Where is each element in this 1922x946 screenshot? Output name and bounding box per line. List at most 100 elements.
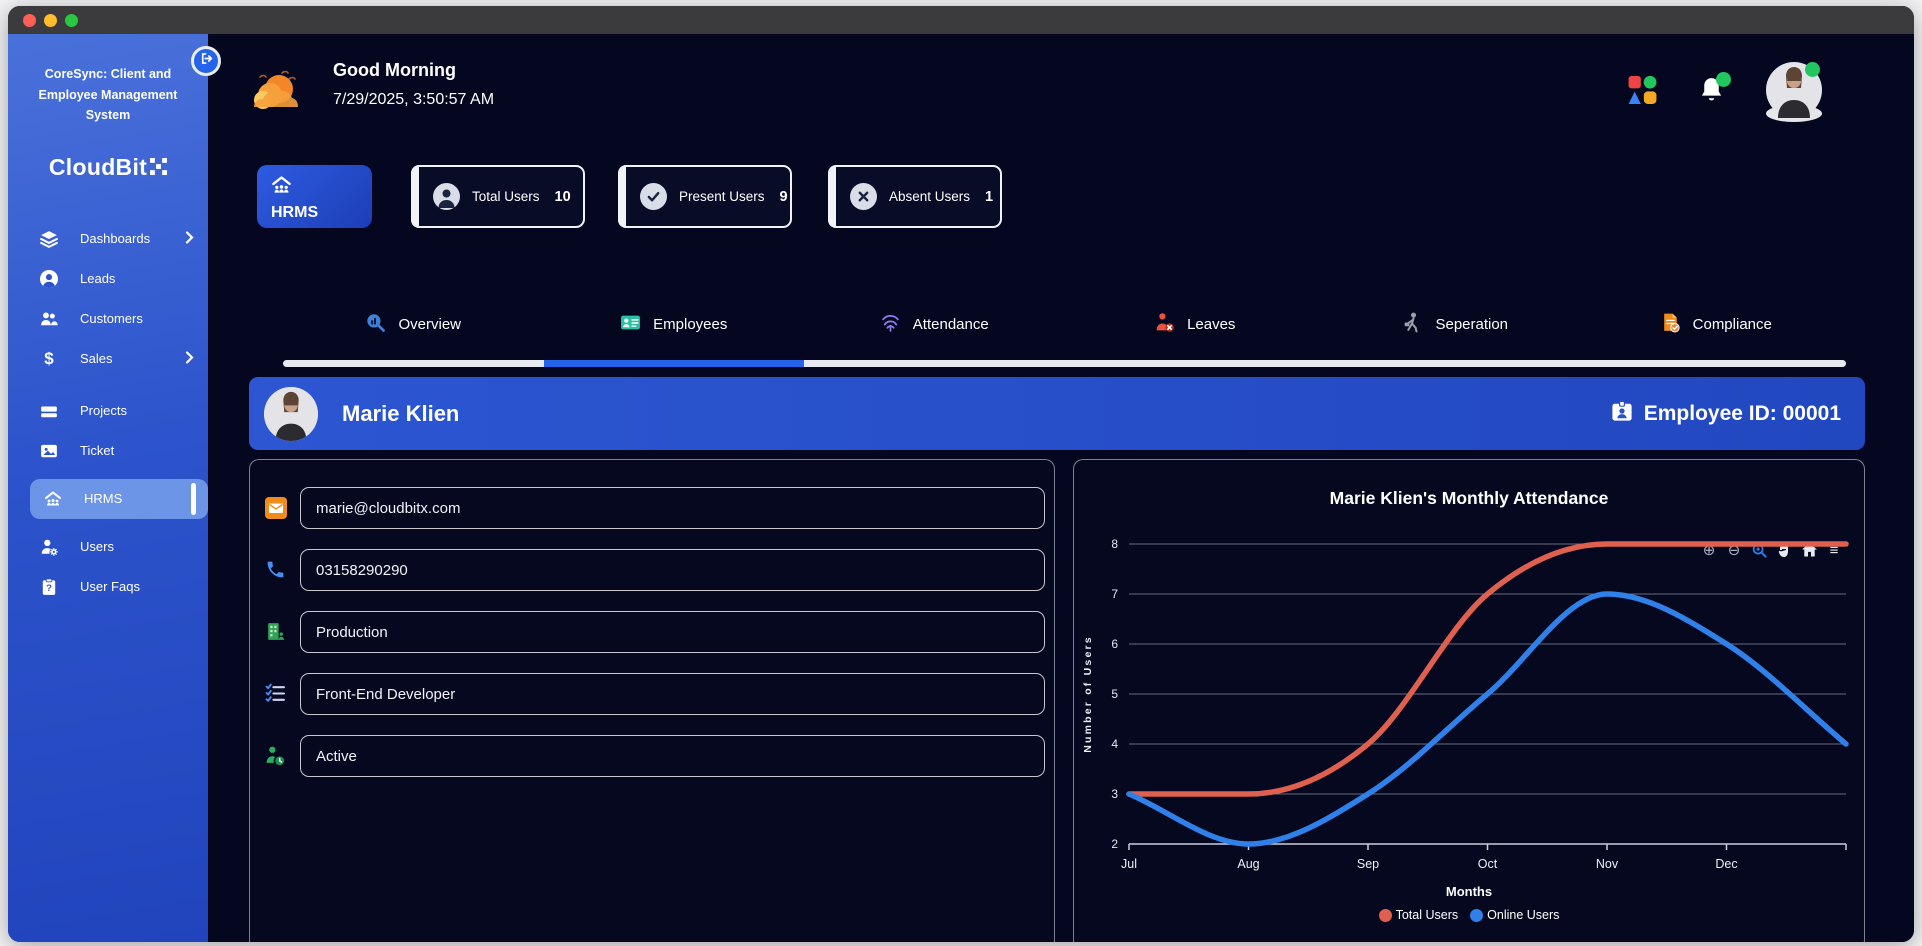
legend-total-users[interactable]: Total Users: [1378, 908, 1459, 922]
checklist-icon: [265, 683, 287, 705]
id-badge-icon: [1610, 399, 1634, 429]
sidebar-item-label: Sales: [80, 351, 113, 367]
tab-label: Compliance: [1692, 315, 1772, 333]
stat-value: 9: [779, 188, 788, 205]
phone-icon: [265, 559, 287, 581]
titlebar: [8, 6, 1914, 34]
tab-employees[interactable]: Employees: [543, 306, 804, 367]
sidebar: CoreSync: Client and Employee Management…: [8, 34, 208, 942]
tab-seperation[interactable]: Seperation: [1325, 306, 1586, 367]
sidebar-item-leads[interactable]: Leads: [8, 259, 208, 299]
total-users-card: Total Users 10: [411, 165, 585, 228]
legend-online-users[interactable]: Online Users: [1470, 908, 1559, 922]
notification-bell[interactable]: [1699, 71, 1731, 110]
stat-label: Present Users: [679, 189, 765, 204]
phone-field-row: 03158290290: [265, 549, 1045, 591]
hrms-tabs: Overview Employees Attendance Leaves: [283, 306, 1846, 367]
logo-text: CloudBit: [48, 153, 148, 180]
minimize-button[interactable]: [44, 13, 57, 27]
tab-label: Seperation: [1435, 315, 1509, 333]
magnifier-chart-icon: [365, 312, 386, 337]
svg-text:8: 8: [1111, 537, 1118, 551]
stat-label: Absent Users: [889, 189, 971, 204]
id-card-icon: [620, 312, 641, 337]
person-circle-icon: [40, 269, 58, 288]
collapse-sidebar-icon: [199, 51, 214, 71]
selection-zoom-icon[interactable]: [1751, 542, 1767, 558]
svg-text:Number of Users: Number of Users: [1082, 635, 1094, 753]
tab-compliance[interactable]: Compliance: [1585, 306, 1846, 367]
svg-text:Nov: Nov: [1596, 857, 1619, 871]
tab-attendance[interactable]: Attendance: [804, 306, 1065, 367]
sidebar-toggle-button[interactable]: [191, 46, 221, 76]
chart-x-axis-title: Months: [1445, 884, 1493, 899]
menu-icon[interactable]: ≡: [1829, 541, 1839, 559]
sidebar-item-dashboards[interactable]: Dashboards: [8, 219, 208, 259]
role-field[interactable]: Front-End Developer: [300, 673, 1045, 715]
chevron-right-icon: [185, 230, 194, 247]
sidebar-item-users[interactable]: Users: [8, 527, 208, 567]
notification-dot: [1716, 71, 1731, 87]
employee-name: Marie Klien: [342, 400, 460, 426]
user-avatar[interactable]: [1766, 62, 1822, 123]
sidebar-item-label: Ticket: [80, 443, 115, 459]
sidebar-item-label: Leads: [80, 271, 116, 287]
stat-label: Total Users: [472, 189, 540, 204]
tab-leaves[interactable]: Leaves: [1064, 306, 1325, 367]
sidebar-item-sales[interactable]: $ Sales: [8, 339, 208, 379]
x-circle-icon: [850, 183, 877, 210]
absent-users-card: Absent Users 1: [828, 165, 1002, 228]
house-people-icon: [271, 176, 292, 199]
cloud-sun-icon: [246, 67, 304, 118]
legend-label: Online Users: [1487, 908, 1560, 922]
active-indicator: [191, 482, 196, 515]
sidebar-item-label: Dashboards: [80, 231, 151, 247]
legend-marker: [1378, 908, 1392, 922]
sidebar-item-user-faqs[interactable]: ? User Faqs: [8, 567, 208, 607]
main-content: Good Morning 7/29/2025, 3:50:57 AM HRMS: [208, 34, 1914, 942]
people-icon: [40, 310, 58, 328]
brand-title: CoreSync: Client and Employee Management…: [38, 67, 178, 123]
sidebar-nav: Dashboards Leads Customers $ Sales Proje…: [8, 219, 208, 607]
bell-icon: [1699, 77, 1724, 109]
present-users-card: Present Users 9: [618, 165, 792, 228]
app-logo: CloudBit: [8, 154, 208, 181]
phone-field[interactable]: 03158290290: [300, 549, 1045, 591]
chevron-right-icon: [185, 350, 194, 367]
tab-overview[interactable]: Overview: [283, 306, 544, 367]
sidebar-item-customers[interactable]: Customers: [8, 299, 208, 339]
user-circle-icon: [433, 183, 460, 210]
avatar: [1766, 62, 1822, 122]
layers-icon: [40, 230, 58, 248]
employee-id-text: Employee ID: 00001: [1643, 401, 1841, 425]
department-field[interactable]: Production: [300, 611, 1045, 653]
person-clock-icon: [265, 745, 287, 767]
house-people-icon: [44, 490, 62, 508]
legend-label: Total Users: [1395, 908, 1459, 922]
legend-marker: [1470, 908, 1484, 922]
svg-text:3: 3: [1111, 787, 1118, 801]
bars-icon: [40, 402, 58, 420]
clipboard-question-icon: ?: [40, 578, 58, 596]
hrms-module-card[interactable]: HRMS: [257, 165, 372, 228]
close-button[interactable]: [23, 13, 36, 27]
sidebar-item-hrms[interactable]: HRMS: [30, 478, 208, 519]
sidebar-item-ticket[interactable]: Ticket: [8, 431, 208, 471]
email-field[interactable]: marie@cloudbitx.com: [300, 487, 1045, 529]
stat-value: 1: [985, 188, 994, 205]
person-x-icon: [1154, 312, 1175, 337]
document-check-icon: [1660, 312, 1681, 337]
fingerprint-icon: [880, 312, 901, 337]
svg-text:6: 6: [1111, 637, 1118, 651]
sidebar-item-projects[interactable]: Projects: [8, 391, 208, 431]
app-window: CoreSync: Client and Employee Management…: [8, 6, 1914, 942]
status-field-row: Active: [265, 735, 1045, 777]
apps-grid-icon[interactable]: [1628, 75, 1657, 110]
zoom-button[interactable]: [65, 13, 78, 27]
svg-text:Dec: Dec: [1715, 857, 1737, 871]
user-gear-icon: [40, 538, 58, 556]
stat-value: 10: [554, 188, 571, 205]
status-field[interactable]: Active: [300, 735, 1045, 777]
svg-text:5: 5: [1111, 687, 1118, 701]
